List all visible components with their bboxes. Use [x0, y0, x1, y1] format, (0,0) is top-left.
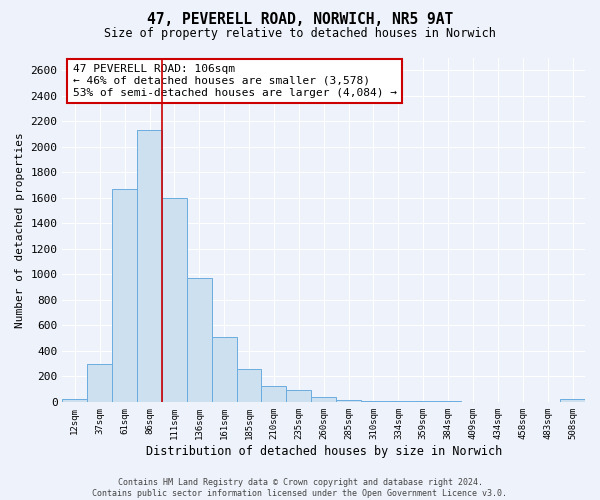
Bar: [286, 390, 311, 402]
Bar: [187, 278, 212, 402]
X-axis label: Distribution of detached houses by size in Norwich: Distribution of detached houses by size …: [146, 444, 502, 458]
Bar: [212, 337, 236, 402]
Text: Size of property relative to detached houses in Norwich: Size of property relative to detached ho…: [104, 28, 496, 40]
Bar: [62, 400, 88, 402]
Bar: [162, 198, 187, 402]
Bar: [361, 401, 386, 402]
Bar: [336, 400, 361, 402]
Text: 47, PEVERELL ROAD, NORWICH, NR5 9AT: 47, PEVERELL ROAD, NORWICH, NR5 9AT: [147, 12, 453, 28]
Bar: [262, 386, 286, 402]
Bar: [112, 189, 137, 402]
Bar: [236, 370, 262, 402]
Bar: [560, 400, 585, 402]
Bar: [386, 401, 411, 402]
Bar: [137, 130, 162, 402]
Bar: [88, 364, 112, 402]
Y-axis label: Number of detached properties: Number of detached properties: [15, 132, 25, 328]
Text: Contains HM Land Registry data © Crown copyright and database right 2024.
Contai: Contains HM Land Registry data © Crown c…: [92, 478, 508, 498]
Bar: [311, 398, 336, 402]
Text: 47 PEVERELL ROAD: 106sqm
← 46% of detached houses are smaller (3,578)
53% of sem: 47 PEVERELL ROAD: 106sqm ← 46% of detach…: [73, 64, 397, 98]
